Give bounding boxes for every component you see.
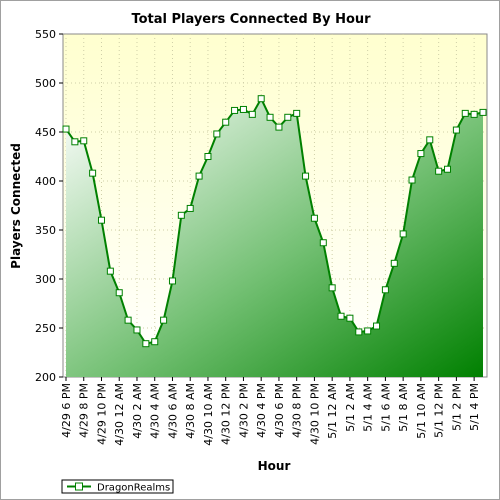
series-area [66, 98, 483, 378]
data-point [426, 136, 434, 144]
x-axis-ticks: 4/29 6 PM 4/29 8 PM 4/29 10 PM 4/30 12 AM 4/… [60, 377, 481, 446]
data-point [115, 289, 123, 297]
data-point [71, 138, 79, 146]
x-tick-label: 4/29 6 PM [60, 383, 73, 438]
x-tick-label: 5/1 12 AM [326, 383, 339, 439]
data-point [186, 204, 194, 212]
data-point [151, 338, 159, 346]
y-tick-label: 400 [35, 175, 56, 188]
legend: DragonRealms [61, 479, 174, 494]
x-tick-label: 5/1 4 PM [468, 383, 481, 431]
data-point [62, 125, 70, 133]
x-tick-label: 5/1 10 AM [415, 383, 428, 439]
data-point [89, 169, 97, 177]
legend-label: DragonRealms [97, 483, 170, 494]
data-point [408, 176, 416, 184]
y-tick-label: 250 [35, 322, 56, 335]
data-point [204, 153, 212, 160]
x-tick-label: 4/30 10 PM [308, 383, 321, 445]
y-tick-label: 200 [35, 371, 56, 384]
x-tick-label: 5/1 6 AM [379, 383, 392, 432]
y-tick-label: 450 [35, 126, 56, 139]
x-axis-title: Hour [258, 459, 291, 473]
chart-title: Total Players Connected By Hour [131, 12, 371, 27]
x-tick-label: 4/29 8 PM [78, 383, 91, 438]
x-tick-label: 4/30 4 PM [255, 383, 268, 438]
data-point [195, 172, 203, 180]
y-tick-label: 500 [35, 77, 56, 90]
x-tick-label: 4/30 12 PM [220, 383, 233, 445]
data-point [310, 214, 318, 222]
x-tick-label: 5/1 2 AM [344, 383, 357, 432]
data-point [470, 110, 478, 118]
data-point [461, 109, 469, 117]
data-point [222, 118, 230, 126]
data-point [168, 277, 176, 285]
y-tick-label: 350 [35, 224, 56, 237]
data-point [364, 327, 372, 335]
data-point [142, 340, 150, 348]
y-axis-title: Players Connected [9, 143, 23, 269]
series-markers [62, 95, 487, 348]
x-tick-label: 4/30 8 AM [184, 383, 197, 439]
series-area-fill [66, 98, 483, 378]
legend-marker-swatch [75, 482, 83, 491]
data-point [328, 284, 336, 292]
data-point [284, 113, 292, 121]
data-point [133, 326, 141, 334]
x-tick-label: 4/30 12 AM [113, 383, 126, 446]
x-tick-label: 4/30 6 AM [166, 383, 179, 439]
x-tick-label: 5/1 4 AM [362, 383, 375, 432]
x-tick-label: 4/30 8 PM [291, 383, 304, 438]
data-point [479, 108, 487, 116]
x-tick-label: 5/1 8 AM [397, 383, 410, 432]
data-point [293, 109, 301, 117]
data-point [381, 286, 389, 294]
data-point [373, 322, 381, 330]
data-point [346, 314, 354, 322]
data-point [390, 259, 398, 267]
x-tick-label: 4/30 2 PM [237, 383, 250, 438]
data-point [337, 312, 345, 320]
data-point [452, 126, 460, 134]
y-tick-label: 300 [35, 273, 56, 286]
x-tick-label: 4/30 4 AM [149, 383, 162, 439]
data-point [213, 130, 221, 138]
data-point [80, 137, 88, 145]
data-point [435, 167, 443, 175]
data-point [239, 105, 247, 113]
x-tick-label: 4/29 10 PM [95, 383, 108, 445]
y-axis-ticks: 200 250 300 350 400 450 500 550 [35, 28, 63, 384]
data-point [106, 267, 114, 275]
x-tick-label: 5/1 2 PM [450, 383, 463, 431]
data-point [302, 172, 310, 180]
data-point [124, 316, 132, 324]
x-tick-label: 4/30 2 AM [131, 383, 144, 439]
x-tick-label: 5/1 12 PM [433, 383, 446, 438]
data-point [97, 216, 105, 224]
data-point [248, 110, 256, 118]
x-tick-label: 4/30 10 AM [202, 383, 215, 446]
data-point [417, 150, 425, 158]
legend-box [61, 479, 174, 494]
data-point [275, 123, 283, 131]
data-point [160, 316, 168, 324]
data-point [355, 328, 363, 336]
data-point [177, 211, 185, 219]
y-tick-label: 550 [35, 28, 56, 41]
data-point [399, 230, 407, 238]
data-point [444, 165, 452, 173]
data-point [319, 239, 327, 247]
x-tick-label: 4/30 6 PM [273, 383, 286, 438]
data-point [266, 113, 274, 121]
data-point [231, 106, 239, 114]
data-point [257, 95, 265, 103]
